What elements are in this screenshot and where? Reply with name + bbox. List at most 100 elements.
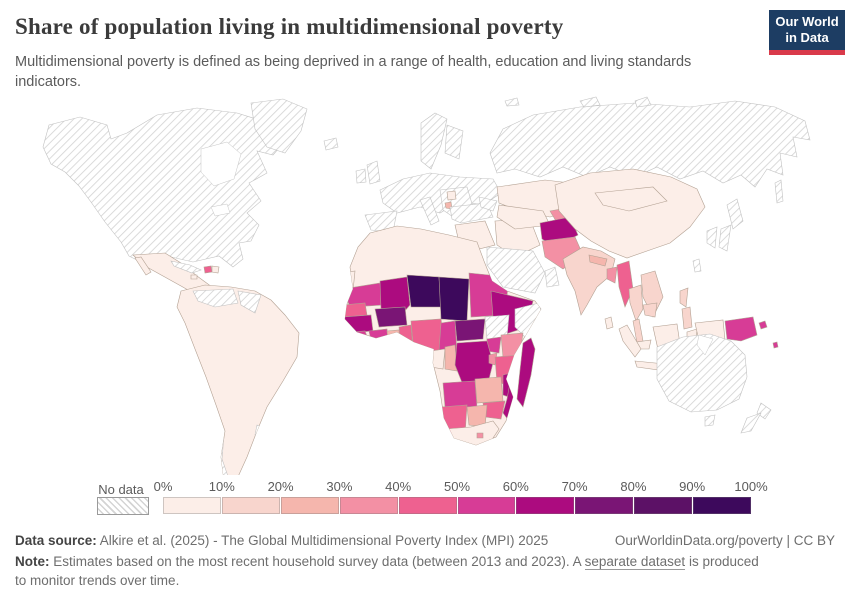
arctic-islands[interactable] — [504, 97, 520, 107]
country-niger[interactable] — [406, 274, 442, 308]
country-congo[interactable] — [444, 344, 458, 372]
country-baja[interactable] — [134, 256, 152, 276]
country-papua-new-guinea[interactable] — [724, 316, 758, 342]
country-new-zealand[interactable] — [756, 402, 772, 420]
country-thailand[interactable] — [628, 284, 644, 322]
legend-bin-30-40%[interactable] — [339, 497, 398, 514]
country-madagascar[interactable] — [516, 337, 536, 408]
country-vietnam-laos[interactable] — [640, 270, 664, 318]
country-canada-usa[interactable] — [42, 107, 286, 268]
legend-tick-40%: 40% — [385, 479, 412, 494]
note-text-before: Estimates based on the most recent house… — [49, 553, 585, 569]
country-png-island[interactable] — [758, 320, 768, 330]
country-ireland[interactable] — [355, 168, 367, 184]
page-title: Share of population living in multidimen… — [15, 14, 564, 39]
country-iceland[interactable] — [323, 137, 339, 151]
country-korea[interactable] — [706, 226, 718, 249]
note-text-after: is produced to monitor trends over time. — [15, 553, 759, 588]
country-italy[interactable] — [419, 196, 440, 226]
legend-tick-90%: 90% — [679, 479, 706, 494]
legend-tick-70%: 70% — [561, 479, 588, 494]
country-norway-sweden[interactable] — [420, 112, 448, 170]
country-guinea[interactable] — [343, 314, 374, 334]
no-data-swatch[interactable] — [97, 497, 149, 515]
legend-bin-60-70%[interactable] — [516, 497, 575, 514]
country-uruguay[interactable] — [254, 424, 268, 439]
country-uk[interactable] — [366, 160, 381, 185]
legend-ticks: 0% 10% 20% 30% 40% 50% 60% 70% 80% 90% 100% — [154, 479, 768, 495]
legend-bin-90-100%[interactable] — [693, 497, 752, 514]
arctic-islands[interactable] — [579, 96, 601, 108]
country-venezuela[interactable] — [192, 288, 239, 308]
country-lesotho[interactable] — [476, 432, 484, 439]
country-sri-lanka[interactable] — [604, 316, 614, 330]
country-cambodia[interactable] — [642, 302, 658, 318]
legend-bin-40-50%[interactable] — [398, 497, 457, 514]
separate-dataset-link[interactable]: separate dataset — [584, 553, 686, 570]
country-japan[interactable] — [726, 198, 744, 230]
owid-logo-line1: Our World — [775, 13, 839, 29]
country-nepal[interactable] — [588, 254, 608, 267]
country-oman[interactable] — [544, 266, 560, 288]
country-india[interactable] — [562, 246, 616, 316]
legend-bin-80-90%[interactable] — [634, 497, 693, 514]
country-tasmania[interactable] — [704, 414, 716, 427]
country-bangladesh[interactable] — [606, 266, 618, 284]
country-new-zealand[interactable] — [740, 412, 762, 434]
country-rwanda-burundi[interactable] — [488, 352, 498, 366]
country-indonesia-sumatra[interactable] — [618, 324, 642, 358]
country-china[interactable] — [554, 168, 706, 259]
arctic-islands[interactable] — [634, 96, 652, 108]
country-myanmar[interactable] — [616, 260, 634, 308]
country-taiwan[interactable] — [692, 258, 702, 273]
country-australia[interactable] — [656, 333, 748, 413]
legend-bin-20-30%[interactable] — [280, 497, 339, 514]
country-jamaica[interactable] — [190, 274, 198, 280]
owid-logo[interactable]: Our World in Data — [769, 10, 845, 55]
legend-bin-50-60%[interactable] — [457, 497, 516, 514]
map-legend: No data 0% 10% 20% 30% 40% 50% 60% 70% 80% 90% 100… — [0, 478, 850, 518]
legend-tick-0%: 0% — [153, 479, 173, 494]
country-mali[interactable] — [379, 276, 411, 314]
no-data-label: No data — [98, 482, 144, 497]
country-serbia[interactable] — [446, 190, 457, 201]
country-togo-benin[interactable] — [398, 324, 414, 352]
country-mongolia[interactable] — [594, 186, 668, 212]
country-russia[interactable] — [489, 100, 811, 188]
country-uzbekistan-turkmenistan[interactable] — [496, 204, 551, 230]
country-finland[interactable] — [444, 124, 464, 160]
chart-subtitle: Multidimensional poverty is defined as b… — [15, 54, 692, 90]
country-chad[interactable] — [438, 276, 470, 322]
legend-bin-10-20%[interactable] — [221, 497, 280, 514]
country-greenland[interactable] — [250, 98, 308, 154]
country-angola[interactable] — [442, 380, 478, 408]
legend-bin-0-10%[interactable] — [163, 497, 221, 514]
data-source-label: Data source: — [15, 533, 97, 548]
chart-footer: Data source: Alkire et al. (2025) - The … — [15, 532, 835, 591]
note-line: Note: Estimates based on the most recent… — [15, 553, 760, 591]
country-japan[interactable] — [718, 224, 732, 252]
country-sakhalin[interactable] — [774, 179, 784, 204]
legend-bin-70-80%[interactable] — [575, 497, 634, 514]
country-guyanas[interactable] — [237, 290, 262, 314]
country-cote-divoire[interactable] — [368, 328, 390, 354]
country-south-america[interactable] — [176, 284, 300, 475]
country-philippines[interactable] — [681, 306, 693, 330]
legend-tick-50%: 50% — [443, 479, 471, 494]
country-solomon-islands[interactable] — [772, 341, 779, 349]
world-map — [35, 95, 847, 475]
country-burkina-faso[interactable] — [374, 306, 408, 328]
country-zambia[interactable] — [474, 376, 504, 404]
country-dominican-republic[interactable] — [211, 265, 220, 274]
great-lakes — [210, 203, 231, 217]
country-caucasus[interactable] — [478, 196, 498, 212]
note-label: Note: — [15, 553, 50, 569]
country-saudi-arabia[interactable] — [486, 246, 546, 294]
attribution-link[interactable]: OurWorldinData.org/poverty | CC BY — [614, 533, 835, 548]
country-central-african-republic[interactable] — [454, 318, 486, 342]
legend-tick-20%: 20% — [267, 479, 294, 494]
country-cuba[interactable] — [170, 260, 202, 274]
country-philippines[interactable] — [679, 287, 689, 308]
country-haiti[interactable] — [203, 265, 213, 274]
